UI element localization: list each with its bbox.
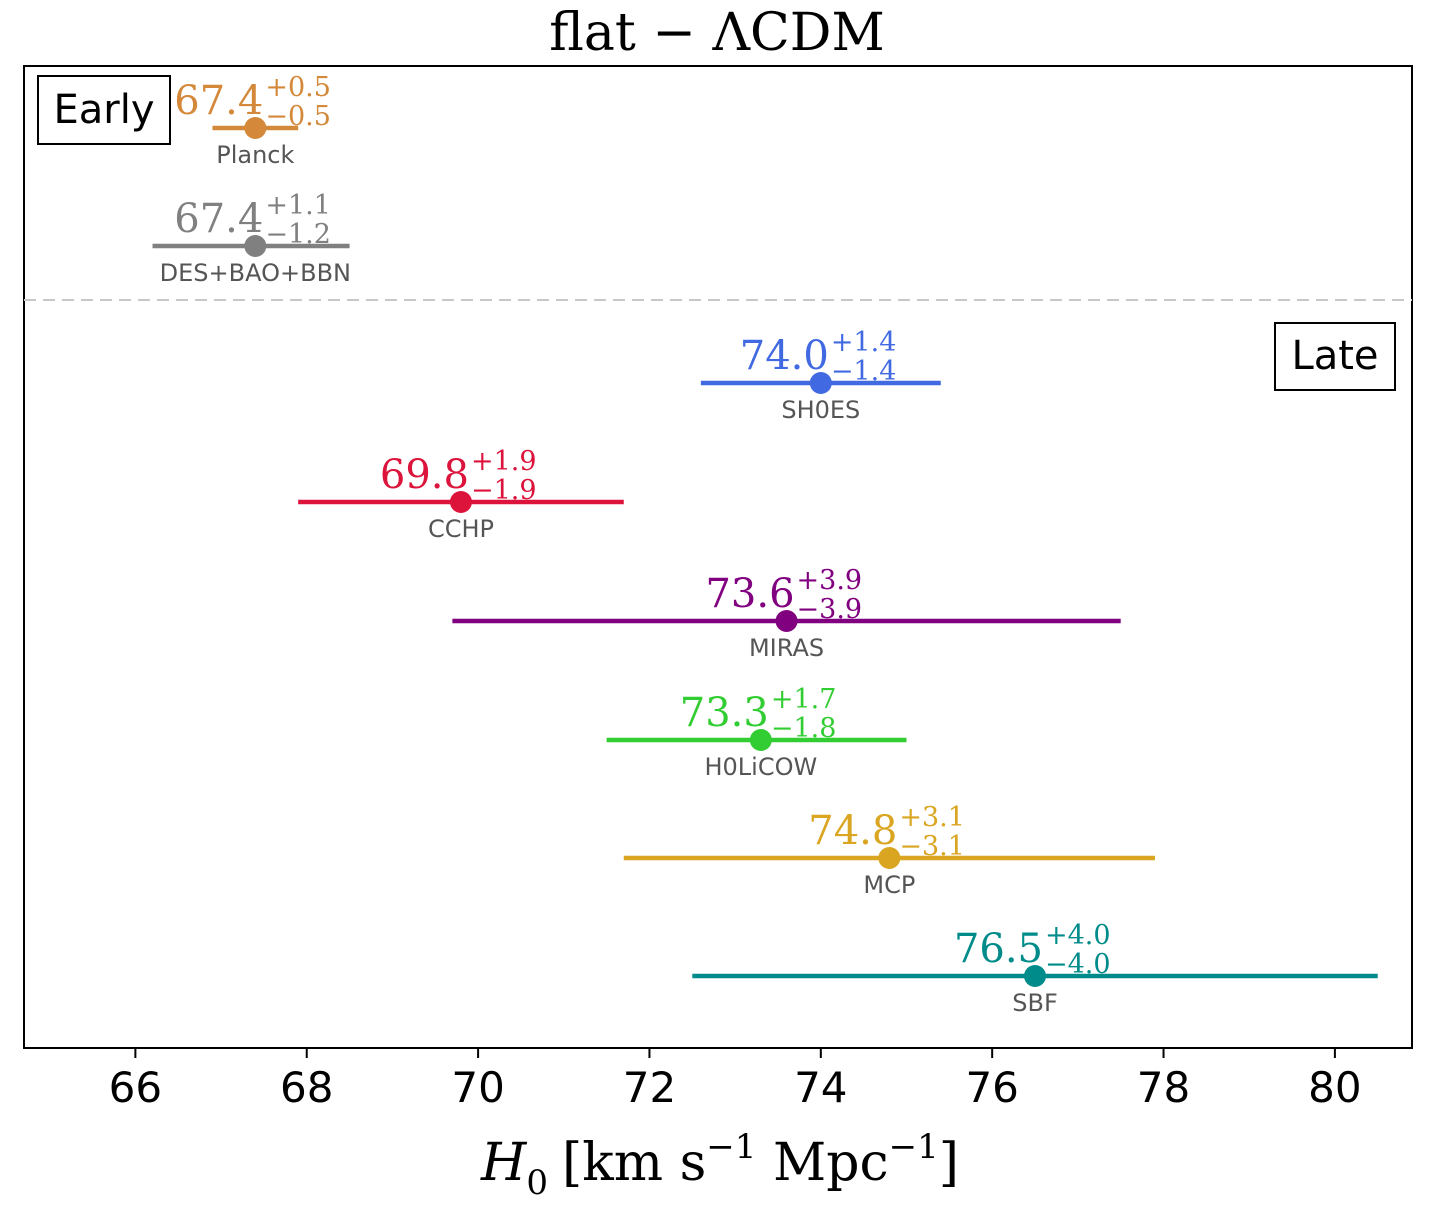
value-label-des-bao-bbn: 67.4 xyxy=(174,196,263,242)
x-axis-label-exp1: −1 xyxy=(706,1127,756,1167)
series-sh0es: SH0ES 74.0 +1.4−1.4 xyxy=(700,327,941,424)
x-tick-label-78: 78 xyxy=(1137,1063,1190,1112)
x-axis-label-unit-mid: Mpc xyxy=(756,1133,888,1193)
series-label-cchp: CCHP xyxy=(428,515,494,543)
error-plus-label-miras: +3.9 xyxy=(797,565,863,596)
data-point-planck xyxy=(244,117,267,139)
x-tick-label-70: 70 xyxy=(451,1063,504,1112)
x-axis-label-exp2: −1 xyxy=(889,1127,939,1167)
series-label-sh0es: SH0ES xyxy=(781,396,860,424)
early-label-box: Early xyxy=(37,75,171,145)
series-mcp: MCP 74.8 +3.1−3.1 xyxy=(623,802,1155,899)
error-minus-label-miras: −3.9 xyxy=(797,594,863,625)
x-axis-label-subscript: 0 xyxy=(526,1163,548,1202)
x-tick-label-76: 76 xyxy=(965,1063,1018,1112)
late-label-box: Late xyxy=(1274,322,1396,391)
value-label-sh0es: 74.0 xyxy=(740,333,829,379)
error-plus-label-des-bao-bbn: +1.1 xyxy=(265,190,331,221)
x-axis-label-unit-close: ] xyxy=(939,1133,959,1193)
late-label: Late xyxy=(1291,333,1378,379)
error-minus-label-des-bao-bbn: −1.2 xyxy=(265,219,331,250)
x-axis-label: H0 [km s−1 Mpc−1] xyxy=(480,1127,959,1202)
series-label-miras: MIRAS xyxy=(749,634,824,662)
value-label-planck: 67.4 xyxy=(174,78,263,124)
error-plus-label-sh0es: +1.4 xyxy=(831,327,897,358)
data-point-miras xyxy=(775,610,798,632)
error-plus-label-mcp: +3.1 xyxy=(899,802,965,833)
value-label-mcp: 74.8 xyxy=(808,808,897,854)
value-label-cchp: 69.8 xyxy=(380,452,469,498)
x-tick-label-66: 66 xyxy=(109,1063,162,1112)
x-tick-label-80: 80 xyxy=(1308,1063,1361,1112)
series-planck: Planck 67.4 +0.5−0.5 xyxy=(174,72,331,169)
series-cchp: CCHP 69.8 +1.9−1.9 xyxy=(298,446,624,543)
series-label-planck: Planck xyxy=(216,141,294,169)
data-point-sbf xyxy=(1024,965,1047,987)
series-label-h0licow: H0LiCOW xyxy=(704,753,817,781)
data-point-h0licow xyxy=(749,729,772,751)
error-plus-label-h0licow: +1.7 xyxy=(771,684,837,715)
series-h0licow: H0LiCOW 73.3 +1.7−1.8 xyxy=(606,684,907,781)
series-des-bao-bbn: DES+BAO+BBN 67.4 +1.1−1.2 xyxy=(152,190,351,287)
x-axis: 66 68 70 72 74 76 78 80 xyxy=(109,1048,1362,1112)
series-label-des-bao-bbn: DES+BAO+BBN xyxy=(160,259,351,287)
early-label: Early xyxy=(53,87,154,133)
error-plus-label-planck: +0.5 xyxy=(265,72,331,103)
error-minus-label-sh0es: −1.4 xyxy=(831,356,897,387)
data-point-cchp xyxy=(449,491,472,513)
series-label-mcp: MCP xyxy=(863,871,915,899)
x-tick-label-68: 68 xyxy=(280,1063,333,1112)
x-tick-label-74: 74 xyxy=(794,1063,847,1112)
value-label-sbf: 76.5 xyxy=(954,926,1043,972)
x-axis-label-symbol: H xyxy=(480,1133,528,1193)
data-point-sh0es xyxy=(809,372,832,394)
x-axis-label-unit-open: [km s xyxy=(562,1133,706,1193)
series-sbf: SBF 76.5 +4.0−4.0 xyxy=(692,920,1378,1017)
error-minus-label-cchp: −1.9 xyxy=(471,475,537,506)
error-minus-label-mcp: −3.1 xyxy=(899,831,965,862)
value-label-miras: 73.6 xyxy=(705,571,794,617)
plot-area-frame xyxy=(23,65,1413,1049)
x-tick-label-72: 72 xyxy=(623,1063,676,1112)
series-label-sbf: SBF xyxy=(1012,989,1058,1017)
error-minus-label-sbf: −4.0 xyxy=(1045,949,1111,980)
error-minus-label-planck: −0.5 xyxy=(265,101,331,132)
value-label-h0licow: 73.3 xyxy=(680,690,769,736)
series-miras: MIRAS 73.6 +3.9−3.9 xyxy=(452,565,1121,662)
data-point-mcp xyxy=(878,847,901,869)
error-plus-label-cchp: +1.9 xyxy=(471,446,537,477)
data-point-des-bao-bbn xyxy=(244,235,267,257)
error-plus-label-sbf: +4.0 xyxy=(1045,920,1111,951)
chart-title: flat − ΛCDM xyxy=(549,3,885,63)
error-minus-label-h0licow: −1.8 xyxy=(771,713,837,744)
